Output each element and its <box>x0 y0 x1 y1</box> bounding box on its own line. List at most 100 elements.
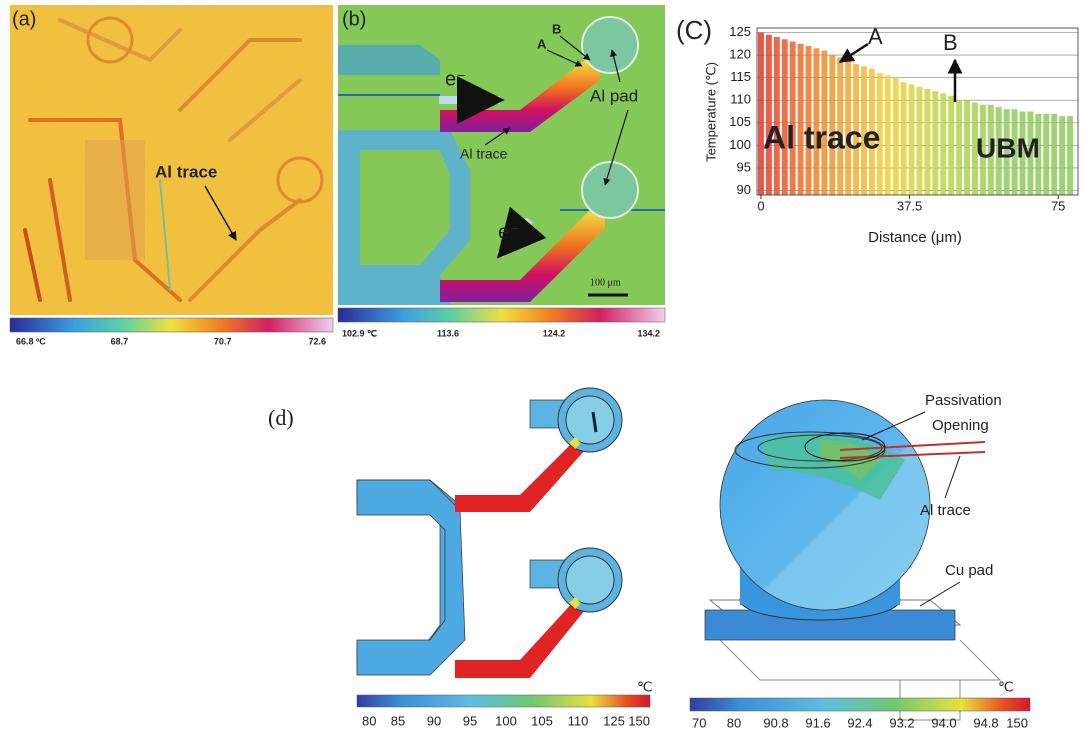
colorbar-tick-label: 80 <box>727 715 741 730</box>
colorbar-tick-label: 94.8 <box>973 715 998 730</box>
annotation: Al trace <box>460 146 508 162</box>
bar <box>766 35 772 195</box>
chart-annotation: Al trace <box>763 119 880 155</box>
bar <box>893 78 899 195</box>
bar <box>790 42 796 195</box>
bar <box>758 33 764 195</box>
y-tick-label: 105 <box>729 114 751 129</box>
bar <box>782 39 788 195</box>
panel-label: (C) <box>676 15 712 45</box>
y-tick-label: 125 <box>729 24 751 39</box>
shape-circle <box>566 396 614 444</box>
colorbar-tick-label: 150 <box>628 713 650 728</box>
y-tick-label: 90 <box>737 182 751 197</box>
shape-path <box>572 440 578 446</box>
y-tick-label: 95 <box>737 159 751 174</box>
panel-a: (a) Al trace <box>10 5 333 332</box>
colorbar-tick-label: 124.2 <box>543 328 566 338</box>
annotation: Cu pad <box>945 562 993 579</box>
shape-rect <box>357 695 650 707</box>
shape-path <box>720 640 1000 680</box>
colorbar-unit: ℃ <box>998 679 1014 695</box>
bar <box>1059 116 1065 195</box>
panel-label: (d) <box>268 405 294 430</box>
shape-rect <box>10 5 333 315</box>
bar <box>948 96 954 195</box>
colorbar-unit: ℃ <box>637 679 653 695</box>
colorbar-tick-label: 70.7 <box>214 336 232 346</box>
shape-path <box>357 480 465 675</box>
colorbar-tick-label: 80 <box>362 713 376 728</box>
chart-annotation: B <box>943 30 958 55</box>
colorbar-tick-label: 113.6 <box>437 328 459 338</box>
panel-d: (d) ℃ ℃ Passivation Opening Al trac <box>268 388 1030 720</box>
colorbar-tick-label: 92.4 <box>847 715 872 730</box>
panel-label: (b) <box>342 8 366 30</box>
bar <box>924 89 930 195</box>
annotation: Opening <box>932 417 989 434</box>
colorbar-tick-label: 102.9 ℃ <box>342 328 377 338</box>
colorbar-tick-label: 70 <box>692 715 706 730</box>
shape-circle <box>566 556 614 604</box>
annotation: Al trace <box>920 502 971 519</box>
colorbar-tick-label: 134.2 <box>637 328 660 338</box>
colorbar-tick-label: 95 <box>463 713 477 728</box>
bar <box>1067 116 1073 195</box>
shape-circle <box>582 17 638 73</box>
colorbar-tick-label: 93.2 <box>889 715 914 730</box>
bar <box>956 100 962 195</box>
y-tick-label: 120 <box>729 47 751 62</box>
bar <box>909 84 915 195</box>
scale-bar-label: 100 μm <box>590 277 621 288</box>
bar <box>1043 114 1049 195</box>
bar <box>964 100 970 195</box>
annotation: Passivation <box>925 392 1002 409</box>
shape-path <box>455 440 585 512</box>
shape-path <box>338 45 440 75</box>
colorbar-tick-label: 100 <box>495 713 517 728</box>
bar <box>932 91 938 195</box>
shape-line <box>945 456 960 498</box>
shape-rect <box>338 308 665 322</box>
bar <box>885 75 891 195</box>
colorbar-tick-label: 66.8 ºC <box>16 336 46 346</box>
chart-annotation: UBM <box>976 132 1040 163</box>
shape-circle <box>720 400 930 610</box>
shape-rect <box>10 318 333 332</box>
shape-rect <box>85 140 145 260</box>
panel-label: (a) <box>12 8 36 30</box>
panel-c: (C) Temperature (℃) Distance (μm) 90 95 10… <box>676 15 1078 246</box>
colorbar-tick-label: 94.0 <box>931 715 956 730</box>
colorbar-tick-label: 90 <box>427 713 441 728</box>
bar <box>1051 114 1057 195</box>
y-tick-label: 115 <box>730 69 751 84</box>
point-label: A <box>537 36 547 51</box>
colorbar-tick-label: 85 <box>391 713 405 728</box>
electron-label: e⁻ <box>498 221 520 243</box>
figure: (a) Al trace (b) e⁻ e⁻ A B Al pad Al tra… <box>0 0 1084 742</box>
colorbar-tick-label: 110 <box>568 713 589 728</box>
x-tick-label: 37.5 <box>897 198 922 213</box>
shape-line <box>920 582 960 606</box>
colorbar-tick-label: 72.6 <box>308 336 326 346</box>
shape-path <box>572 600 578 606</box>
y-tick-label: 100 <box>729 137 751 152</box>
annotation: Al pad <box>590 86 638 105</box>
point-label: B <box>552 21 561 36</box>
bar <box>774 37 780 195</box>
colorbar-tick-label: 105 <box>531 713 553 728</box>
electron-label: e⁻ <box>445 68 467 90</box>
x-tick-label: 75 <box>1051 198 1065 213</box>
bar <box>940 93 946 195</box>
shape-rect <box>690 698 1030 711</box>
annotation: Al trace <box>155 162 217 181</box>
colorbar-tick-label: 91.6 <box>805 715 830 730</box>
colorbar-tick-label: 68.7 <box>111 336 129 346</box>
x-axis-label: Distance (μm) <box>868 229 962 246</box>
panel-b: (b) e⁻ e⁻ A B Al pad Al trace 100 μm <box>338 5 665 322</box>
x-tick-label: 0 <box>757 198 764 213</box>
shape-path <box>455 600 585 678</box>
colorbar-tick-label: 150 <box>1006 715 1028 730</box>
y-axis-label: Temperature (℃) <box>703 62 718 162</box>
colorbar-tick-label: 125 <box>603 713 625 728</box>
